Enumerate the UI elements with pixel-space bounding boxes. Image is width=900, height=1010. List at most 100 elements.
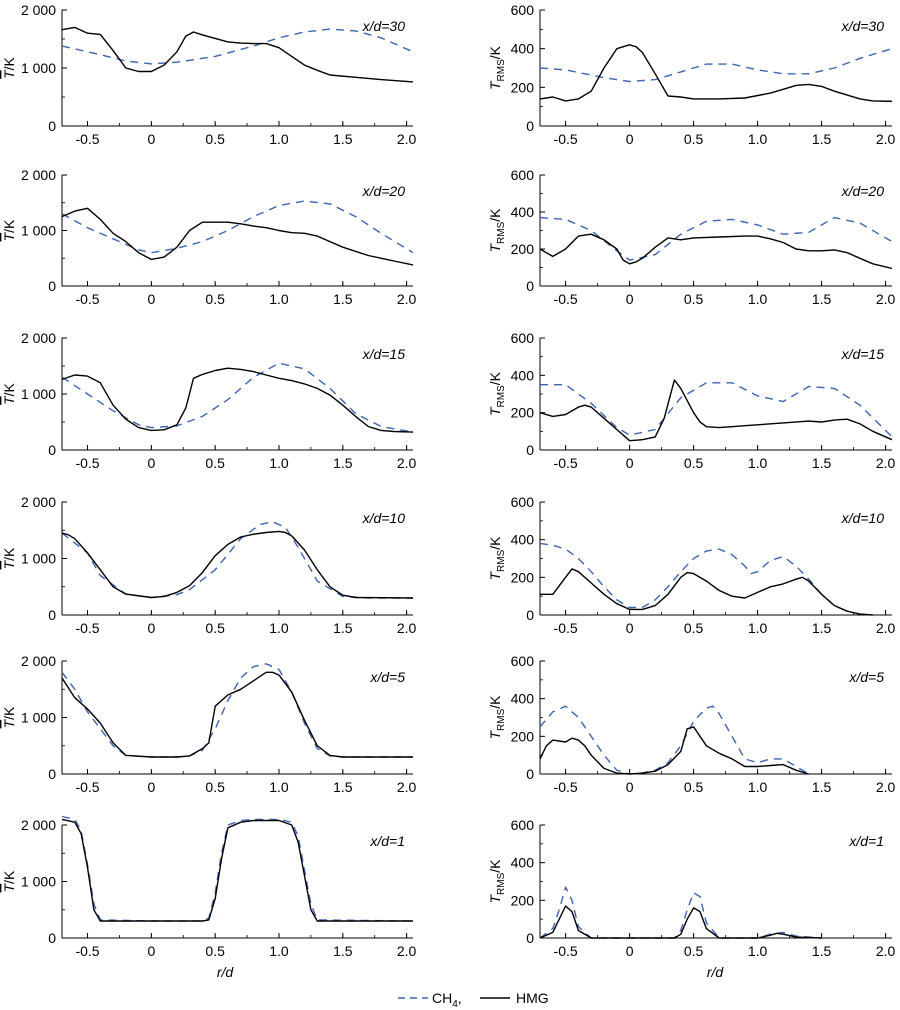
panel-left-x-d-5: -0.5 0 0.5 1.0 1.5 2.0 0 1 000 2 000 T/K x/d=5: [1, 653, 417, 795]
y-tick-label: 1 000: [21, 223, 56, 239]
y-tick-label: 600: [511, 494, 535, 510]
panel-annotation: x/d=20: [362, 183, 406, 199]
series-line-ch4: [539, 216, 893, 261]
x-tick-label: 2.0: [397, 779, 417, 795]
panel-annotation: x/d=5: [369, 669, 405, 685]
y-axis-title: T/K: [1, 219, 17, 241]
y-tick-label: 400: [511, 204, 535, 220]
series-line-ch4: [61, 815, 414, 922]
y-tick-label: 200: [511, 405, 535, 421]
x-tick-label: 0.5: [205, 943, 225, 959]
x-tick-label: 0: [147, 943, 155, 959]
x-tick-label: 1.0: [269, 455, 289, 471]
panel-left-x-d-15: -0.5 0 0.5 1.0 1.5 2.0 0 1 000 2 000 T/K x/d=15: [1, 330, 417, 471]
y-tick-label: 600: [511, 653, 535, 669]
y-axis-title: TRMS/K: [487, 859, 507, 904]
x-tick-label: 0.5: [684, 291, 704, 307]
x-tick-label: 1.0: [748, 291, 768, 307]
x-tick-label: 0: [147, 455, 155, 471]
panel-annotation: x/d=15: [362, 346, 406, 362]
y-tick-label: 200: [511, 892, 535, 908]
y-tick-label: 2 000: [21, 494, 56, 510]
y-tick-label: 0: [526, 442, 534, 458]
panel-annotation: x/d=20: [841, 183, 885, 199]
x-tick-label: 0.5: [205, 291, 225, 307]
x-tick-label: 1.0: [269, 620, 289, 636]
x-tick-label: -0.5: [75, 779, 99, 795]
x-tick-label: 0.5: [205, 620, 225, 636]
x-tick-label: 2.0: [876, 455, 896, 471]
series-line-hmg: [61, 26, 414, 83]
x-tick-label: 1.5: [333, 455, 353, 471]
x-tick-label: 2.0: [876, 131, 896, 147]
x-tick-label: 2.0: [397, 291, 417, 307]
series-line-ch4: [61, 28, 414, 65]
y-tick-label: 0: [526, 607, 534, 623]
panel-right-x-d-5: -0.5 0 0.5 1.0 1.5 2.0 0 200 400 600 TRMS/K x/d=5: [487, 653, 896, 795]
y-tick-label: 200: [511, 728, 535, 744]
x-tick-label: -0.5: [554, 943, 578, 959]
panel-annotation: x/d=30: [841, 18, 885, 34]
x-tick-label: 2.0: [876, 620, 896, 636]
x-tick-label: -0.5: [554, 620, 578, 636]
y-axis-title: T/K: [1, 56, 17, 78]
y-tick-label: 400: [511, 855, 535, 871]
x-tick-label: 0: [147, 131, 155, 147]
x-tick-label: 0.5: [684, 620, 704, 636]
series-line-ch4: [61, 362, 414, 433]
x-tick-label: 0: [626, 131, 634, 147]
x-tick-label: 1.5: [812, 779, 832, 795]
y-tick-label: 0: [48, 766, 56, 782]
y-axis-title: T/K: [1, 870, 17, 892]
panel-annotation: x/d=15: [841, 346, 885, 362]
x-tick-label: 1.0: [269, 943, 289, 959]
x-tick-label: -0.5: [75, 291, 99, 307]
series-line-ch4: [539, 705, 810, 775]
x-tick-label: 0.5: [684, 943, 704, 959]
y-tick-label: 0: [48, 442, 56, 458]
x-tick-label: 2.0: [876, 291, 896, 307]
series-line-ch4: [61, 521, 413, 599]
series-line-hmg: [61, 671, 413, 758]
x-tick-label: -0.5: [554, 131, 578, 147]
y-tick-label: 400: [511, 367, 535, 383]
series-line-hmg: [61, 530, 414, 599]
x-tick-label: 2.0: [876, 943, 896, 959]
panel-annotation: x/d=1: [369, 833, 405, 849]
x-axis-title-right: r/d: [707, 964, 725, 980]
panel-left-x-d-20: -0.5 0 0.5 1.0 1.5 2.0 0 1 000 2 000 T/K x/d=20: [1, 167, 417, 307]
panel-right-x-d-15: -0.5 0 0.5 1.0 1.5 2.0 0 200 400 600 TRMS/K x/d=15: [487, 330, 896, 471]
x-tick-label: -0.5: [75, 131, 99, 147]
x-tick-label: 1.0: [748, 455, 768, 471]
x-tick-label: -0.5: [75, 620, 99, 636]
x-tick-label: 0: [626, 620, 634, 636]
x-tick-label: 1.0: [748, 131, 768, 147]
legend-label-ch4: CH4,: [432, 990, 462, 1010]
panels: -0.5 0 0.5 1.0 1.5 2.0 0 1 000 2 000 T/K x/d=30 -0.…: [1, 2, 896, 959]
x-tick-label: 2.0: [397, 455, 417, 471]
x-tick-label: 2.0: [876, 779, 896, 795]
series-line-ch4: [539, 886, 822, 939]
legend: CH4, HMG: [398, 990, 549, 1010]
x-axis-title-left: r/d: [217, 964, 235, 980]
x-tick-label: 0: [626, 455, 634, 471]
series-line-hmg: [539, 233, 893, 270]
x-tick-label: 0.5: [205, 455, 225, 471]
y-tick-label: 1 000: [21, 710, 56, 726]
x-tick-label: 1.5: [333, 779, 353, 795]
y-tick-label: 600: [511, 167, 535, 183]
x-tick-label: 2.0: [397, 131, 417, 147]
y-tick-label: 400: [511, 691, 535, 707]
series-line-ch4: [61, 200, 414, 254]
panel-annotation: x/d=10: [362, 510, 406, 526]
series-line-ch4: [540, 382, 893, 438]
y-tick-label: 200: [511, 79, 535, 95]
x-tick-label: 1.5: [333, 291, 353, 307]
x-tick-label: 2.0: [397, 620, 417, 636]
y-axis-title: T/K: [1, 382, 17, 404]
series-line-hmg: [539, 726, 809, 775]
x-tick-label: 1.0: [748, 943, 768, 959]
x-tick-label: 1.5: [333, 131, 353, 147]
y-tick-label: 2 000: [21, 330, 56, 346]
